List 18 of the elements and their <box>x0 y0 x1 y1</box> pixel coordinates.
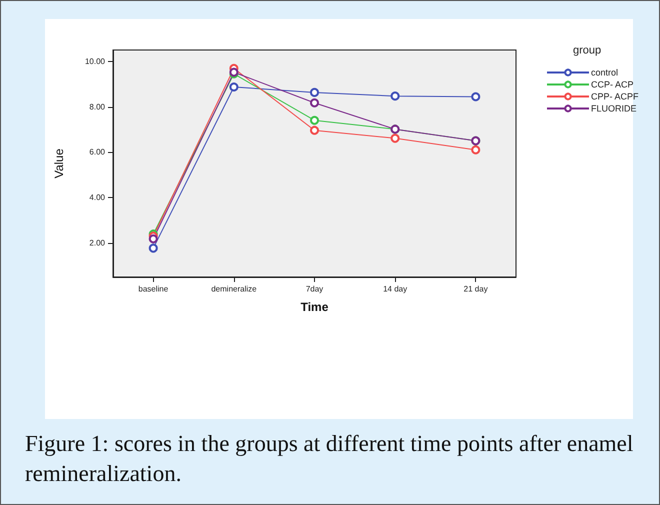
x-tick-label: 7day <box>306 284 324 294</box>
legend-label: FLUORIDE <box>591 104 637 114</box>
y-tick-label: 8.00 <box>89 102 106 112</box>
x-tick-label: 14 day <box>383 284 408 294</box>
caption: Figure 1: scores in the groups at different time points after enamel remineralization. <box>25 430 634 488</box>
y-tick-label: 10.00 <box>84 56 106 66</box>
y-axis-title: Value <box>52 148 66 178</box>
x-axis-title: Time <box>300 300 329 314</box>
x-tick-label: 21 day <box>464 284 488 294</box>
y-tick-label: 2.00 <box>89 238 106 248</box>
x-tick-label: demineralize <box>211 284 258 294</box>
legend-label: CCP- ACP <box>591 80 634 90</box>
x-tick-label: baseline <box>138 284 169 294</box>
legend-label: control <box>591 68 618 78</box>
y-tick-label: 4.00 <box>89 193 106 202</box>
y-tick-label: 6.00 <box>89 148 106 157</box>
legend-title: group <box>573 44 602 56</box>
legend-label: CPP- ACPF <box>591 92 640 102</box>
